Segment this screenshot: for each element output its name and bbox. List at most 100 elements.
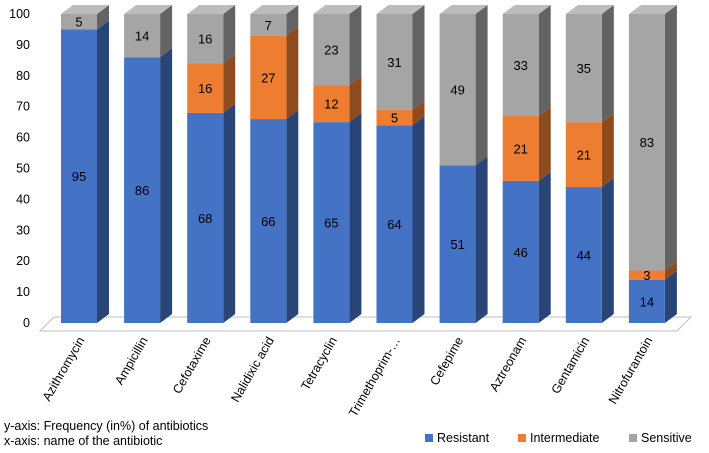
x-tick-label: Azithromycin [40,334,88,403]
bar-sensitive [628,14,665,271]
x-tick-label: Trimethoprim-… [346,335,403,420]
x-tick-label: Cefepime [427,334,466,387]
bar-side-sensitive [601,5,614,123]
bar-side-sensitive [538,5,551,116]
data-label-intermediate: 3 [643,268,650,283]
bar-resistant [124,57,161,323]
x-tick-label: Cefotaxime [170,334,214,396]
y-tick-label: 10 [16,285,30,299]
bar-resistant [565,187,602,323]
bar-side-intermediate [601,113,614,188]
bar-resistant [187,112,224,323]
bar-side-sensitive [223,5,236,64]
bar-sensitive [502,14,539,116]
data-label-sensitive: 49 [450,83,464,98]
data-label-resistant: 14 [640,294,654,309]
bar-side-sensitive [349,5,362,86]
bar-resistant [376,125,413,324]
bar-resistant [502,180,539,323]
bar-sensitive [313,14,350,86]
data-label-sensitive: 14 [135,29,149,44]
legend-label-sensitive: Sensitive [641,431,692,445]
bar-intermediate [376,109,413,126]
data-label-sensitive: 23 [324,43,338,58]
y-axis-note: y-axis: Frequency (in%) of antibiotics [4,419,209,433]
legend-label-intermediate: Intermediate [530,431,600,445]
bar-side-sensitive [664,5,677,271]
data-label-resistant: 86 [135,183,149,198]
bar-sensitive [61,14,97,30]
data-label-sensitive: 16 [198,32,212,47]
legend-item-resistant: Resistant [425,431,489,445]
bar-resistant [61,29,97,323]
bar-side-sensitive [160,5,173,58]
y-tick-label: 30 [16,223,30,237]
bar-side-sensitive [286,5,299,36]
data-label-sensitive: 33 [513,58,527,73]
data-label-sensitive: 83 [640,135,654,150]
y-tick-label: 40 [16,192,30,206]
bar-sensitive [439,14,476,166]
bar-side-resistant [286,110,299,323]
legend-label-resistant: Resistant [437,431,490,445]
bar-side-resistant [538,171,551,323]
bar-side-sensitive [475,5,488,166]
bar-top-sensitive [61,5,109,14]
bar-top-sensitive [376,5,425,14]
data-label-sensitive: 5 [75,15,82,30]
bar-top-sensitive [628,5,677,14]
bar-side-resistant [97,20,109,323]
data-label-intermediate: 16 [198,81,212,96]
legend-swatch-intermediate [518,434,526,442]
bar-side-intermediate [349,76,362,123]
x-axis-note: x-axis: name of the antibiotic [4,434,163,448]
data-label-resistant: 66 [261,214,275,229]
bar-side-resistant [601,178,614,323]
data-label-resistant: 64 [387,217,401,232]
bar-top-sensitive [313,5,362,14]
x-tick-label: Aztreonam [487,335,529,394]
data-label-intermediate: 12 [324,97,338,112]
bar-side-resistant [664,270,677,323]
legend-swatch-sensitive [629,434,637,442]
data-label-sensitive: 7 [265,18,272,33]
bar-side-sensitive [412,5,425,110]
bar-side-intermediate [412,100,425,126]
x-tick-label: Ampicillin [112,334,151,387]
x-tick-label: Nalidixic acid [228,334,277,404]
x-tick-label: Nitrofurantoin [606,334,656,406]
y-tick-label: 0 [23,316,30,330]
bar-resistant [313,122,350,324]
y-tick-label: 80 [16,69,30,83]
bar-top-sensitive [502,5,551,14]
y-tick-label: 60 [16,131,30,145]
bar-resistant [250,119,287,323]
bar-resistant [628,279,665,323]
y-tick-label: 90 [16,38,30,52]
bar-intermediate [187,63,224,113]
data-label-sensitive: 31 [387,55,401,70]
bar-intermediate [250,35,287,120]
bar-sensitive [187,14,224,64]
bar-sensitive [565,14,602,123]
bar-top-sensitive [187,5,236,14]
data-label-resistant: 51 [450,237,464,252]
data-label-intermediate: 21 [513,141,527,156]
y-tick-label: 100 [9,7,30,21]
bar-intermediate [313,85,350,123]
legend-item-intermediate: Intermediate [518,431,599,445]
y-tick-label: 20 [16,254,30,268]
bar-side-sensitive [97,5,109,30]
y-tick-label: 50 [16,162,30,176]
bar-resistant [439,165,476,323]
bar-side-resistant [223,103,236,323]
bar-top-sensitive [250,5,299,14]
data-label-intermediate: 21 [577,148,591,163]
bar-side-resistant [412,116,425,324]
bar-sensitive [376,14,413,110]
bar-sensitive [250,14,287,36]
data-label-resistant: 95 [72,169,86,184]
bar-side-intermediate [286,26,299,120]
bar-side-intermediate [664,261,677,280]
